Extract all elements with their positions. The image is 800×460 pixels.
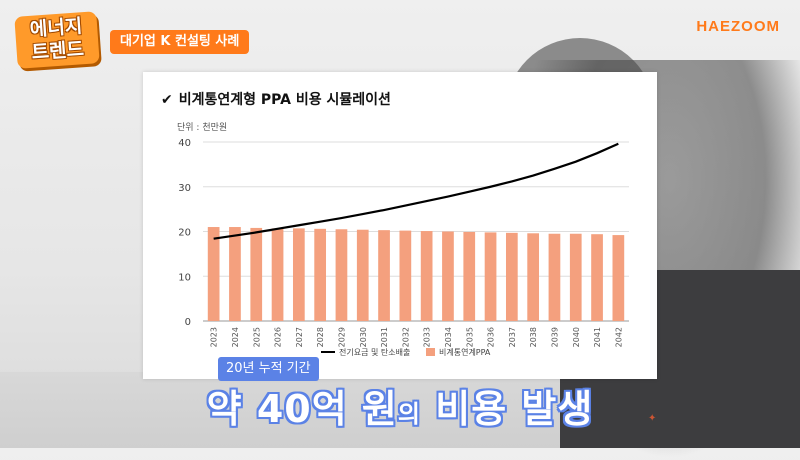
x-tick-label: 2023 [210,327,219,347]
subtitle-period: 20년 누적 기간 [218,357,319,381]
bar-2026 [271,228,284,321]
bar-2037 [505,232,518,321]
y-tick-label: 20 [178,228,191,239]
x-tick-label: 2042 [614,327,623,347]
bar-2034 [442,231,454,321]
x-tick-label: 2028 [316,327,325,347]
bar-2028 [314,228,327,321]
x-tick-label: 2030 [359,327,368,347]
chart-title: ✔ 비계통연계형 PPA 비용 시뮬레이션 [161,89,391,109]
bar-2024 [229,227,241,321]
legend-label-bar: 비계통연계PPA [439,347,491,357]
x-tick-label: 2024 [231,327,240,347]
chart-unit-label: 단위 : 천만원 [177,123,228,133]
bar-2035 [463,231,476,321]
bar-2029 [335,229,348,321]
y-tick-label: 0 [185,317,191,328]
bar-2041 [591,234,603,321]
x-tick-label: 2033 [423,327,432,347]
energy-trend-badge: 에너지 트렌드 [14,11,100,69]
bar-2036 [484,232,497,321]
x-tick-label: 2031 [380,327,389,347]
x-tick-label: 2041 [593,327,602,347]
bar-2040 [569,233,582,321]
checkmark-icon: ✔ [161,92,173,108]
x-tick-label: 2040 [572,327,581,347]
bar-2025 [250,227,263,321]
bar-2031 [378,230,390,321]
badge-line-2: 트렌드 [30,38,85,64]
y-tick-label: 40 [178,138,191,149]
legend-bar-swatch [426,348,435,356]
case-tag: 대기업 K 컨설팅 사례 [110,30,250,54]
bar-2039 [548,233,561,321]
x-tick-label: 2027 [295,327,304,347]
bar-2032 [399,230,412,321]
bar-2042 [612,235,625,321]
x-tick-label: 2025 [252,327,261,347]
brand-logo: HAEZOOM [696,18,780,35]
chart-card: ✔ 비계통연계형 PPA 비용 시뮬레이션 단위 : 천만원 0 10 20 30 40 2… [143,72,657,379]
subtitle-main: 약 40억 원의 비용 발생 [0,378,800,433]
x-tick-label: 2039 [550,327,559,347]
y-tick-label: 10 [178,272,191,283]
bar-2023 [207,227,220,321]
shirt-logo-icon: ✦ [648,413,657,424]
x-tick-label: 2037 [508,327,517,347]
x-tick-label: 2026 [274,327,283,347]
subtitle-part-1: 약 40억 원 [206,387,398,431]
x-tick-label: 2034 [444,327,453,347]
x-tick-label: 2029 [337,327,346,347]
subtitle-part-2: 의 [397,400,421,428]
legend-label-line: 전기요금 및 탄소배출 [339,347,410,357]
x-tick-label: 2035 [465,327,474,347]
chart-title-text: 비계통연계형 PPA 비용 시뮬레이션 [178,92,391,108]
line-series [213,142,619,240]
x-tick-label: 2038 [529,327,538,347]
bar-2027 [292,228,305,321]
x-tick-label: 2036 [487,327,496,347]
subtitle-part-3: 비용 발생 [421,387,594,431]
y-tick-label: 30 [178,183,191,194]
bar-2030 [356,229,369,321]
bar-2033 [420,231,433,321]
bar-2038 [527,233,540,321]
x-tick-label: 2032 [401,327,410,347]
